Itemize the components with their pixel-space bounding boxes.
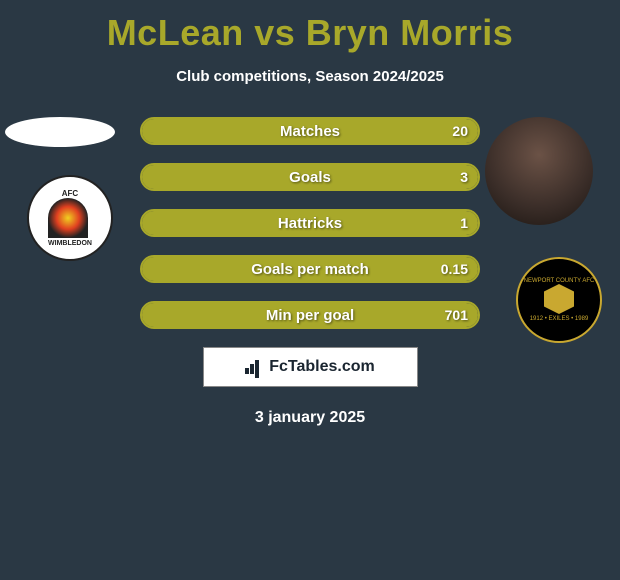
date-text: 3 january 2025 <box>0 409 620 427</box>
stat-row-goals-per-match: Goals per match 0.15 <box>140 255 480 283</box>
stat-row-matches: Matches 20 <box>140 117 480 145</box>
brand-box[interactable]: FcTables.com <box>203 347 418 387</box>
stat-row-min-per-goal: Min per goal 701 <box>140 301 480 329</box>
stat-label: Matches <box>142 123 478 140</box>
stat-right-value: 0.15 <box>441 261 468 277</box>
stat-label: Goals <box>142 169 478 186</box>
club-left-badge-inner: AFC WIMBLEDON <box>29 177 111 259</box>
club-right-badge-inner: NEWPORT COUNTY AFC 1912 • EXILES • 1989 <box>518 259 600 341</box>
stat-label: Goals per match <box>142 261 478 278</box>
stat-label: Min per goal <box>142 307 478 324</box>
stat-right-value: 701 <box>445 307 468 323</box>
club-left-badge: AFC WIMBLEDON <box>27 175 113 261</box>
club-right-badge: NEWPORT COUNTY AFC 1912 • EXILES • 1989 <box>516 257 602 343</box>
stat-row-hattricks: Hattricks 1 <box>140 209 480 237</box>
subtitle: Club competitions, Season 2024/2025 <box>0 68 620 85</box>
stat-row-goals: Goals 3 <box>140 163 480 191</box>
player-right-avatar <box>485 117 593 225</box>
stat-right-value: 20 <box>452 123 468 139</box>
stat-right-value: 3 <box>460 169 468 185</box>
brand-text: FcTables.com <box>269 358 375 376</box>
stat-bars: Matches 20 Goals 3 Hattricks 1 Goals per… <box>140 117 480 329</box>
stat-label: Hattricks <box>142 215 478 232</box>
comparison-content: AFC WIMBLEDON NEWPORT COUNTY AFC 1912 • … <box>0 117 620 427</box>
player-left-avatar <box>5 117 115 147</box>
chart-icon <box>245 360 263 374</box>
stat-right-value: 1 <box>460 215 468 231</box>
page-title: McLean vs Bryn Morris <box>0 0 620 54</box>
